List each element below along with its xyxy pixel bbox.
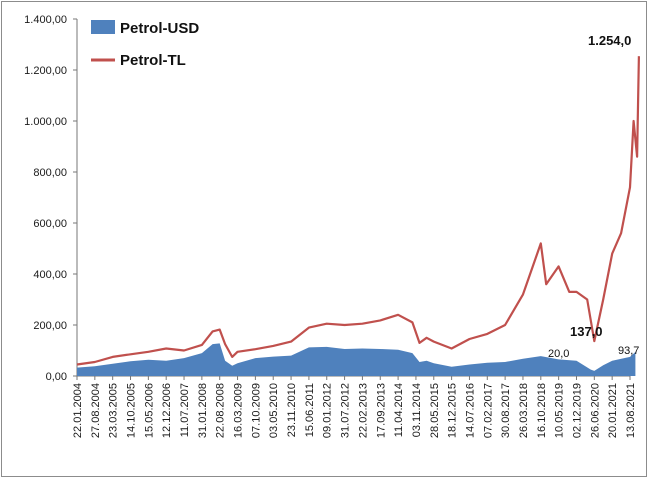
x-tick-label: 16.10.2018	[536, 383, 548, 438]
y-tick-label: 1.200,00	[24, 65, 67, 77]
y-tick-label: 600,00	[33, 218, 67, 230]
y-tick-label: 200,00	[33, 320, 67, 332]
x-tick-label: 28.05.2015	[429, 383, 441, 438]
x-tick-label: 31.07.2012	[340, 383, 352, 438]
x-tick-label: 07.10.2009	[250, 383, 262, 438]
x-tick-label: 22.08.2008	[215, 383, 227, 438]
x-tick-label: 22.02.2013	[357, 383, 369, 438]
annotation-peak-tl: 1.254,0	[588, 33, 631, 48]
annotation-low-usd: 20,0	[548, 348, 569, 360]
series-line-petrol-tl	[76, 56, 640, 366]
x-tick-label: 10.05.2019	[554, 383, 566, 438]
legend-label-petrol-tl: Petrol-TL	[120, 52, 186, 69]
x-tick-label: 22.01.2004	[72, 383, 84, 438]
x-tick-label: 14.10.2005	[126, 383, 138, 438]
y-tick-label: 0,00	[46, 371, 67, 383]
x-tick-label: 26.06.2020	[589, 383, 601, 438]
x-tick-label: 15.06.2011	[304, 383, 316, 437]
x-tick-label: 07.02.2017	[482, 383, 494, 438]
x-tick-label: 31.01.2008	[197, 383, 209, 438]
annotation-low-tl: 137,0	[570, 324, 603, 339]
x-tick-label: 11.04.2014	[393, 383, 405, 437]
x-tick-label: 26.03.2018	[518, 383, 530, 438]
legend: Petrol-USD Petrol-TL	[91, 20, 199, 69]
x-tick-label: 30.08.2017	[500, 383, 512, 438]
x-tick-label: 16.03.2009	[233, 383, 245, 438]
y-axis: 0,00 200,00 400,00 600,00 800,00 1.000,00 1.20…	[24, 14, 78, 383]
x-tick-label: 27.08.2004	[90, 383, 102, 438]
x-tick-label: 03.05.2010	[268, 383, 280, 438]
y-tick-label: 400,00	[33, 269, 67, 281]
x-axis: 22.01.2004 27.08.2004 23.03.2005 14.10.2005…	[72, 375, 637, 438]
x-tick-label: 12.12.2006	[161, 383, 173, 438]
x-tick-label: 15.05.2006	[143, 383, 155, 438]
x-tick-label: 11.07.2007	[179, 383, 191, 437]
x-tick-label: 03.11.2014	[411, 383, 423, 437]
x-tick-label: 23.03.2005	[108, 383, 120, 438]
x-tick-label: 18.12.2015	[447, 383, 459, 438]
annotation-last-usd: 93,7	[618, 345, 639, 357]
x-tick-label: 14.07.2016	[464, 383, 476, 438]
x-tick-label: 17.09.2013	[375, 383, 387, 438]
series-area-petrol-usd	[77, 343, 636, 376]
legend-label-petrol-usd: Petrol-USD	[120, 20, 199, 37]
y-tick-label: 1.400,00	[24, 14, 67, 26]
plot-area	[76, 56, 640, 376]
x-tick-label: 13.08.2021	[625, 383, 637, 438]
x-tick-label: 23.11.2010	[286, 383, 298, 437]
y-tick-label: 1.000,00	[24, 116, 67, 128]
x-tick-label: 09.01.2012	[322, 383, 334, 438]
x-tick-label: 02.12.2019	[571, 383, 583, 438]
legend-swatch-petrol-usd	[91, 20, 115, 34]
y-tick-label: 800,00	[33, 167, 67, 179]
x-tick-label: 20.01.2021	[607, 383, 619, 438]
